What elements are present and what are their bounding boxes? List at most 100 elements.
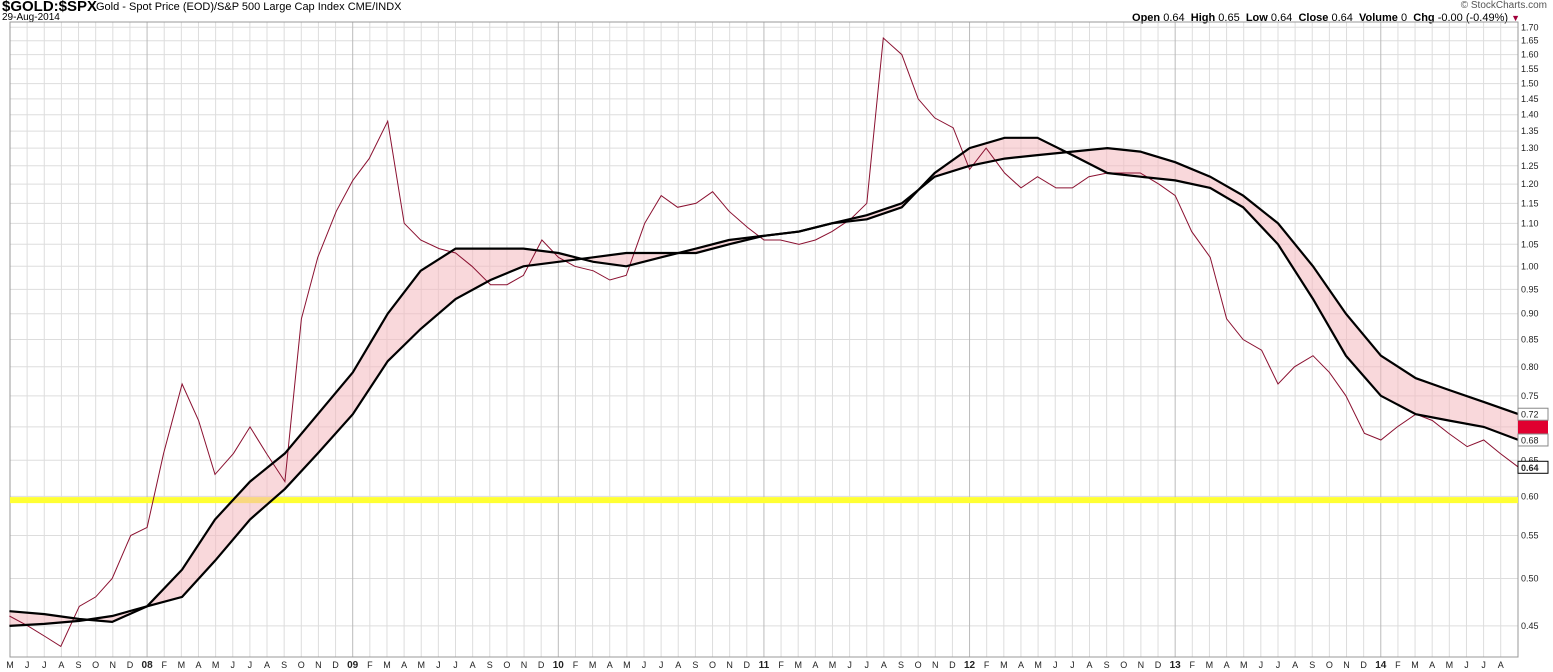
y-tick-label: 1.45 <box>1521 94 1539 104</box>
x-tick-label: M <box>1240 660 1248 670</box>
x-tick-label: M <box>794 660 802 670</box>
value-tags: 0.72 0.68 0.64 <box>1517 407 1549 474</box>
price-tag-label: 0.64 <box>1521 463 1539 473</box>
x-tick-label: A <box>264 660 270 670</box>
x-tick-label: M <box>1034 660 1042 670</box>
x-tick-label: F <box>367 660 373 670</box>
chart-grid <box>9 22 1518 657</box>
y-tick-label: 1.40 <box>1521 110 1539 120</box>
ma-fast-line <box>9 136 1519 624</box>
x-tick-label: N <box>932 660 939 670</box>
x-tick-label: F <box>1395 660 1401 670</box>
y-tick-label: 1.60 <box>1521 50 1539 60</box>
y-tick-label: 0.50 <box>1521 573 1539 583</box>
y-tick-label: 1.25 <box>1521 161 1539 171</box>
x-tick-label: N <box>521 660 528 670</box>
x-tick-label: J <box>642 660 647 670</box>
x-tick-label: O <box>709 660 716 670</box>
y-tick-label: 1.70 <box>1521 22 1539 32</box>
x-tick-label: D <box>538 660 545 670</box>
x-tick-label: J <box>847 660 852 670</box>
x-tick-label: J <box>231 660 236 670</box>
chart-symbol: $GOLD:$SPX <box>2 0 98 15</box>
y-tick-label: 1.50 <box>1521 79 1539 89</box>
y-tick-label: 1.05 <box>1521 239 1539 249</box>
support-line <box>10 497 1518 504</box>
y-tick-label: 0.65 <box>1521 455 1539 465</box>
x-tick-label: O <box>915 660 922 670</box>
y-tick-label: 1.30 <box>1521 143 1539 153</box>
x-tick-label: A <box>401 660 407 670</box>
x-tick-label: M <box>1206 660 1214 670</box>
x-tick-label: F <box>573 660 579 670</box>
x-tick-label: D <box>332 660 339 670</box>
x-tick-label: J <box>1276 660 1281 670</box>
x-tick-label: S <box>692 660 698 670</box>
volume-value: 0 <box>1401 12 1408 24</box>
y-tick-label: 0.80 <box>1521 362 1539 372</box>
x-tick-label: A <box>1292 660 1298 670</box>
chg-down-icon: ▼ <box>1511 13 1520 23</box>
x-tick-label: O <box>298 660 305 670</box>
x-tick-label: F <box>778 660 784 670</box>
x-tick-label: M <box>829 660 837 670</box>
high-value: 0.65 <box>1218 12 1240 24</box>
open-label: Open <box>1132 12 1161 24</box>
x-tick-label: S <box>487 660 493 670</box>
y-tick-label: 1.10 <box>1521 218 1539 228</box>
support-level-line <box>10 497 1518 504</box>
x-tick-label: D <box>127 660 134 670</box>
x-tick-label: A <box>1086 660 1092 670</box>
x-tick-label: A <box>1018 660 1024 670</box>
x-tick-label: O <box>1120 660 1127 670</box>
y-tick-label: 0.75 <box>1521 391 1539 401</box>
x-tick-label: M <box>212 660 220 670</box>
x-tick-label: M <box>383 660 391 670</box>
x-tick-label: A <box>675 660 681 670</box>
x-tick-label: N <box>1343 660 1350 670</box>
x-tick-label: A <box>812 660 818 670</box>
y-tick-label: 0.60 <box>1521 491 1539 501</box>
x-tick-label: D <box>744 660 751 670</box>
y-tick-label: 0.95 <box>1521 284 1539 294</box>
x-tick-label: J <box>436 660 441 670</box>
y-axis: 0.450.500.550.600.650.700.750.800.850.90… <box>1521 22 1539 631</box>
y-tick-label: 1.00 <box>1521 261 1539 271</box>
x-tick-label: 12 <box>964 660 976 671</box>
x-tick-label: J <box>1053 660 1058 670</box>
x-tick-label: J <box>659 660 664 670</box>
x-tick-label: O <box>1326 660 1333 670</box>
volume-label: Volume <box>1359 12 1398 24</box>
x-tick-label: D <box>1360 660 1367 670</box>
y-tick-label: 1.15 <box>1521 198 1539 208</box>
y-tick-label: 0.45 <box>1521 621 1539 631</box>
x-tick-label: J <box>1464 660 1469 670</box>
x-tick-label: A <box>58 660 64 670</box>
price-line <box>9 36 1519 648</box>
x-tick-label: A <box>1498 660 1504 670</box>
x-tick-label: 11 <box>759 660 770 671</box>
ma-fast-tag-box <box>1517 433 1549 447</box>
chg-value: -0.00 (-0.49%) <box>1437 12 1509 24</box>
x-tick-label: J <box>248 660 253 670</box>
open-value: 0.64 <box>1163 12 1185 24</box>
ma-slow-tag-label: 0.72 <box>1521 410 1539 420</box>
x-tick-label: A <box>470 660 476 670</box>
x-tick-label: M <box>178 660 186 670</box>
series-lines <box>9 36 1519 648</box>
x-tick-label: 08 <box>142 660 154 671</box>
x-tick-label: J <box>25 660 30 670</box>
x-tick-label: J <box>1481 660 1486 670</box>
source-watermark: © StockCharts.com <box>1460 0 1547 11</box>
ohlc-readout: Open 0.64 High 0.65 Low 0.64 Close 0.64 … <box>1132 12 1520 24</box>
y-tick-label: 1.55 <box>1521 64 1539 74</box>
x-tick-label: O <box>92 660 99 670</box>
high-label: High <box>1190 12 1216 24</box>
x-tick-label: 10 <box>553 660 565 671</box>
close-label: Close <box>1298 12 1329 24</box>
x-tick-label: J <box>42 660 47 670</box>
ma-slow-tag-box <box>1517 407 1549 421</box>
x-tick-label: A <box>881 660 887 670</box>
x-tick-label: M <box>417 660 425 670</box>
x-tick-label: N <box>110 660 117 670</box>
